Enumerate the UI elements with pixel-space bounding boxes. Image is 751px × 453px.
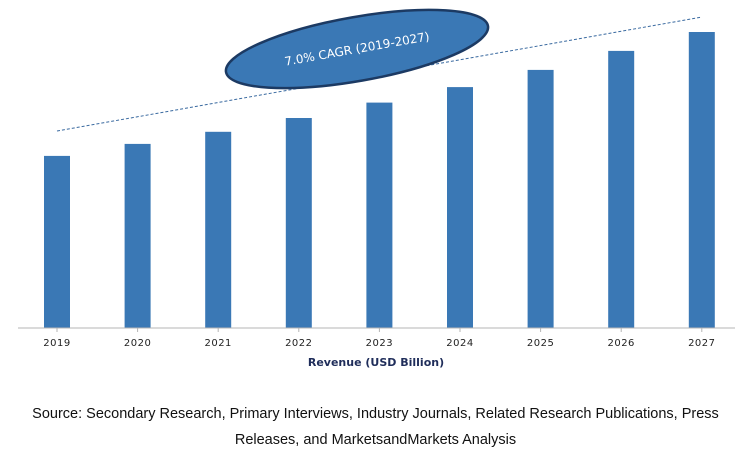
bar-2019 bbox=[44, 155, 70, 328]
tick-label-2026: 2026 bbox=[607, 338, 634, 349]
bar-2022 bbox=[285, 118, 312, 328]
bar-chart: 2019 2020 2021 2022 2023 2024 2025 2026 2027 Rev… bbox=[18, 8, 735, 369]
tick-label-2020: 2020 bbox=[124, 338, 151, 349]
bar-2026 bbox=[608, 50, 635, 329]
source-line-2: Releases, and MarketsandMarkets Analysis bbox=[234, 432, 517, 448]
tick-label-2025: 2025 bbox=[527, 338, 554, 349]
x-axis-label: Revenue (USD Billion) bbox=[308, 356, 444, 369]
bar-2024 bbox=[447, 87, 473, 328]
source-note: Source: Secondary Research, Primary Inte… bbox=[0, 401, 751, 453]
bar-2023 bbox=[366, 102, 393, 328]
tick-label-2023: 2023 bbox=[366, 338, 393, 349]
cagr-ellipse bbox=[224, 8, 490, 90]
bar-2021 bbox=[205, 131, 232, 328]
source-line-1: Source: Secondary Research, Primary Inte… bbox=[32, 406, 719, 422]
bar-2027 bbox=[688, 32, 715, 328]
bars-group bbox=[44, 32, 715, 329]
tick-label-2019: 2019 bbox=[43, 338, 70, 349]
x-axis-ticks bbox=[56, 328, 703, 332]
bar-2020 bbox=[124, 143, 151, 328]
tick-label-2022: 2022 bbox=[285, 338, 312, 349]
x-axis-tick-labels: 2019 2020 2021 2022 2023 2024 2025 2026 2027 bbox=[43, 338, 715, 349]
tick-label-2021: 2021 bbox=[204, 338, 231, 349]
tick-label-2024: 2024 bbox=[446, 338, 473, 349]
tick-label-2027: 2027 bbox=[688, 338, 715, 349]
bar-2025 bbox=[527, 69, 554, 329]
